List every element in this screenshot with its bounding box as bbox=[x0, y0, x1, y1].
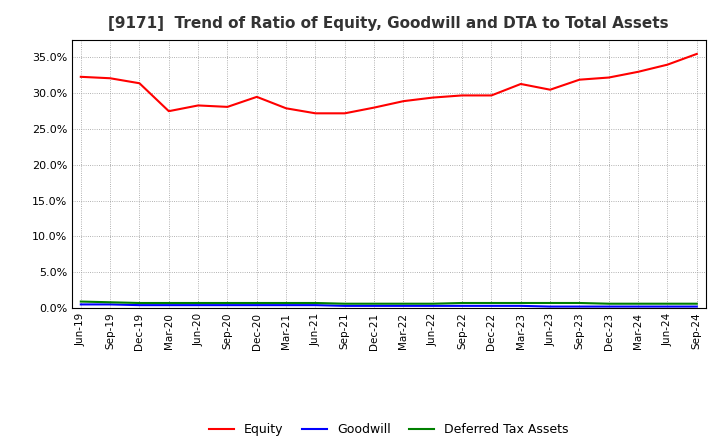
Line: Goodwill: Goodwill bbox=[81, 304, 697, 307]
Deferred Tax Assets bbox=[458, 301, 467, 306]
Deferred Tax Assets bbox=[546, 301, 554, 306]
Equity bbox=[135, 81, 144, 86]
Deferred Tax Assets bbox=[575, 301, 584, 306]
Deferred Tax Assets bbox=[311, 301, 320, 306]
Deferred Tax Assets bbox=[370, 301, 379, 306]
Deferred Tax Assets bbox=[634, 301, 642, 306]
Goodwill bbox=[106, 302, 114, 307]
Equity bbox=[605, 75, 613, 80]
Equity bbox=[546, 87, 554, 92]
Deferred Tax Assets bbox=[341, 301, 349, 306]
Legend: Equity, Goodwill, Deferred Tax Assets: Equity, Goodwill, Deferred Tax Assets bbox=[204, 418, 574, 440]
Deferred Tax Assets bbox=[76, 299, 85, 304]
Equity bbox=[399, 99, 408, 104]
Deferred Tax Assets bbox=[487, 301, 496, 306]
Equity bbox=[370, 105, 379, 110]
Deferred Tax Assets bbox=[106, 300, 114, 305]
Deferred Tax Assets bbox=[605, 301, 613, 306]
Equity bbox=[106, 76, 114, 81]
Equity bbox=[458, 93, 467, 98]
Deferred Tax Assets bbox=[399, 301, 408, 306]
Equity bbox=[282, 106, 290, 111]
Deferred Tax Assets bbox=[223, 301, 232, 306]
Goodwill bbox=[135, 302, 144, 308]
Goodwill bbox=[546, 304, 554, 309]
Goodwill bbox=[575, 304, 584, 309]
Deferred Tax Assets bbox=[516, 301, 525, 306]
Equity bbox=[341, 111, 349, 116]
Line: Equity: Equity bbox=[81, 54, 697, 114]
Equity bbox=[516, 81, 525, 87]
Deferred Tax Assets bbox=[194, 301, 202, 306]
Deferred Tax Assets bbox=[253, 301, 261, 306]
Deferred Tax Assets bbox=[663, 301, 672, 306]
Deferred Tax Assets bbox=[428, 301, 437, 306]
Goodwill bbox=[399, 303, 408, 308]
Goodwill bbox=[311, 302, 320, 308]
Goodwill bbox=[428, 303, 437, 308]
Goodwill bbox=[663, 304, 672, 309]
Deferred Tax Assets bbox=[135, 301, 144, 306]
Goodwill bbox=[76, 302, 85, 307]
Goodwill bbox=[223, 302, 232, 308]
Deferred Tax Assets bbox=[693, 301, 701, 306]
Goodwill bbox=[282, 302, 290, 308]
Goodwill bbox=[370, 303, 379, 308]
Equity bbox=[693, 51, 701, 57]
Goodwill bbox=[253, 302, 261, 308]
Equity bbox=[76, 74, 85, 80]
Equity bbox=[194, 103, 202, 108]
Goodwill bbox=[634, 304, 642, 309]
Goodwill bbox=[487, 303, 496, 308]
Goodwill bbox=[164, 302, 173, 308]
Equity bbox=[634, 69, 642, 74]
Goodwill bbox=[458, 303, 467, 308]
Equity bbox=[663, 62, 672, 67]
Deferred Tax Assets bbox=[164, 301, 173, 306]
Equity bbox=[223, 104, 232, 110]
Equity bbox=[311, 111, 320, 116]
Title: [9171]  Trend of Ratio of Equity, Goodwill and DTA to Total Assets: [9171] Trend of Ratio of Equity, Goodwil… bbox=[109, 16, 669, 32]
Goodwill bbox=[194, 302, 202, 308]
Equity bbox=[575, 77, 584, 82]
Deferred Tax Assets bbox=[282, 301, 290, 306]
Goodwill bbox=[341, 303, 349, 308]
Line: Deferred Tax Assets: Deferred Tax Assets bbox=[81, 301, 697, 304]
Goodwill bbox=[605, 304, 613, 309]
Equity bbox=[428, 95, 437, 100]
Equity bbox=[253, 94, 261, 99]
Equity bbox=[487, 93, 496, 98]
Goodwill bbox=[693, 304, 701, 309]
Goodwill bbox=[516, 303, 525, 308]
Equity bbox=[164, 109, 173, 114]
